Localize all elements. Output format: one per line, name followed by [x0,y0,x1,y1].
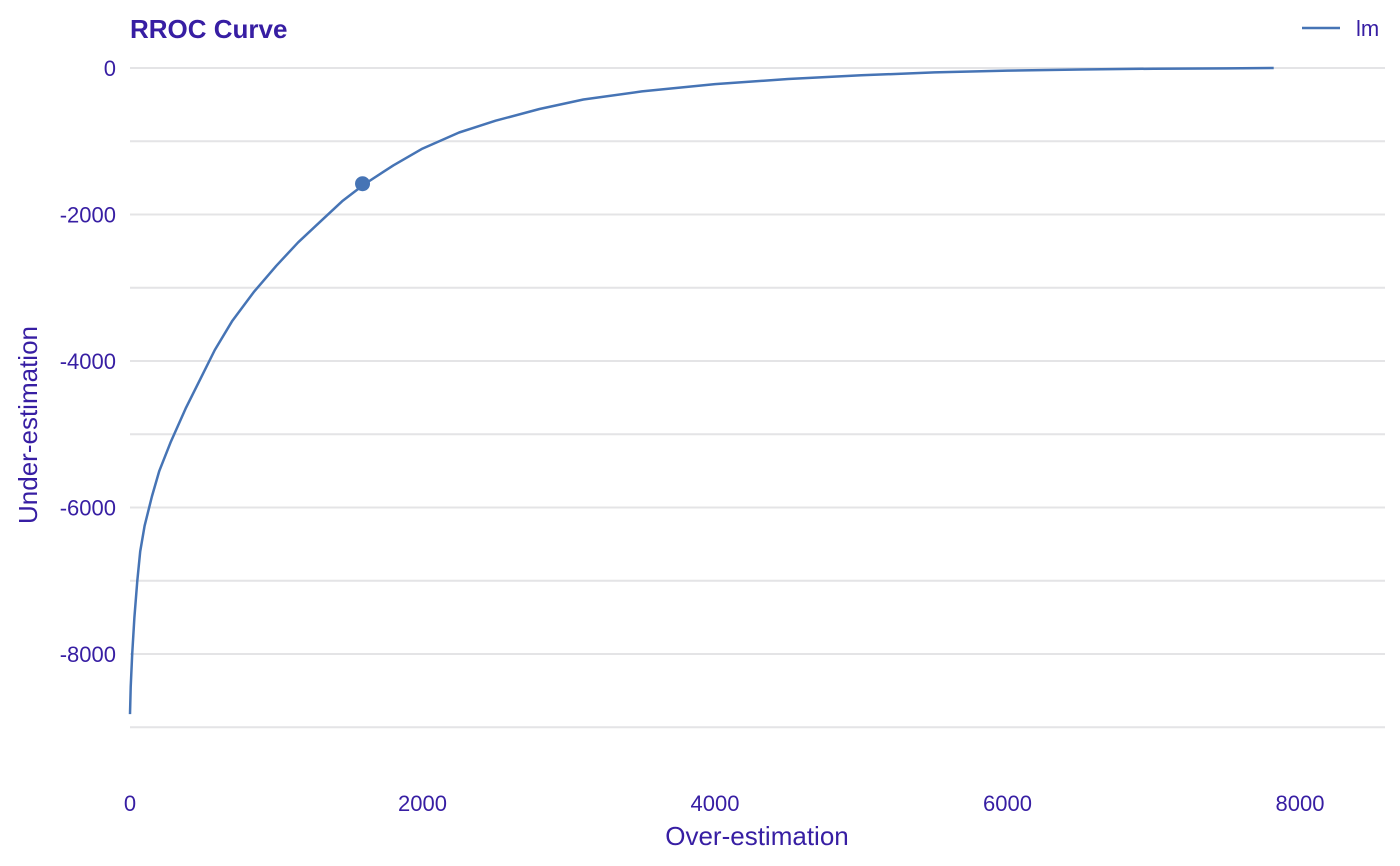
series-layer [128,66,1274,715]
y-tick-label: -4000 [60,349,116,374]
chart-title: RROC Curve [130,14,287,44]
y-axis-title: Under-estimation [13,326,43,524]
x-tick-label: 4000 [691,791,740,816]
y-tick-label: -2000 [60,203,116,228]
series-line-lm [128,66,1274,715]
legend-label-lm: lm [1356,16,1379,41]
gridlines [130,67,1385,729]
y-tick-label: -8000 [60,642,116,667]
x-tick-label: 2000 [398,791,447,816]
x-tick-label: 8000 [1276,791,1325,816]
x-tick-label: 6000 [983,791,1032,816]
x-axis-title: Over-estimation [665,821,849,851]
x-axis-ticks: 0 2000 4000 6000 8000 [124,791,1325,816]
y-tick-label: 0 [104,56,116,81]
highlight-point [355,176,371,192]
y-tick-label: -6000 [60,496,116,521]
x-tick-label: 0 [124,791,136,816]
y-axis-ticks: 0 -2000 -4000 -6000 -8000 [60,56,116,667]
legend: lm [1302,16,1379,41]
